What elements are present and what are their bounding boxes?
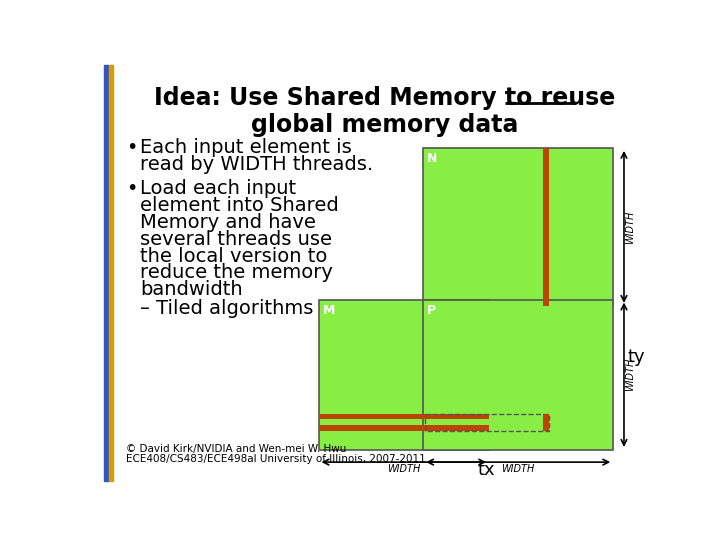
Text: ECE408/CS483/ECE498al University of Illinois, 2007-2011: ECE408/CS483/ECE498al University of Illi…: [127, 455, 426, 464]
Text: M: M: [323, 303, 335, 316]
Text: element into Shared: element into Shared: [140, 195, 339, 215]
Text: several threads use: several threads use: [140, 230, 333, 248]
Bar: [423, 300, 613, 450]
Bar: [319, 414, 423, 419]
Bar: [104, 65, 109, 481]
Bar: [319, 300, 489, 450]
Text: WIDTH: WIDTH: [502, 464, 535, 474]
Bar: [319, 425, 489, 430]
Text: global memory data: global memory data: [251, 113, 518, 137]
Bar: [319, 414, 489, 419]
Text: Each input element is: Each input element is: [140, 138, 352, 157]
Bar: [543, 148, 549, 306]
Bar: [543, 414, 549, 430]
Bar: [109, 65, 113, 481]
Bar: [319, 425, 423, 430]
Text: read by WIDTH threads.: read by WIDTH threads.: [140, 155, 374, 174]
Text: Load each input: Load each input: [140, 179, 297, 198]
Text: P: P: [427, 303, 436, 316]
Bar: [423, 148, 613, 306]
Text: Idea: Use Shared Memory to reuse: Idea: Use Shared Memory to reuse: [154, 86, 615, 110]
Text: reduce the memory: reduce the memory: [140, 264, 333, 282]
Text: N: N: [427, 152, 438, 165]
Text: © David Kirk/NVIDIA and Wen-mei W. Hwu: © David Kirk/NVIDIA and Wen-mei W. Hwu: [127, 444, 347, 455]
Text: ty: ty: [627, 348, 644, 366]
Text: •: •: [127, 138, 138, 157]
Text: – Tiled algorithms: – Tiled algorithms: [140, 299, 314, 318]
Text: •: •: [127, 179, 138, 198]
Text: the local version to: the local version to: [140, 247, 328, 266]
Text: bandwidth: bandwidth: [140, 280, 243, 299]
Text: WIDTH: WIDTH: [626, 210, 636, 244]
Text: WIDTH: WIDTH: [626, 358, 636, 392]
Text: WIDTH: WIDTH: [387, 464, 420, 474]
Text: tx: tx: [477, 461, 495, 480]
Text: Memory and have: Memory and have: [140, 213, 316, 232]
